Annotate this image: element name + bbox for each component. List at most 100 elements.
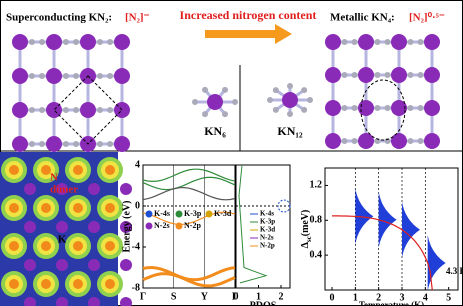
annotation: 4.3 K xyxy=(446,266,463,276)
legend-label: N-2s xyxy=(260,234,274,242)
k-atom xyxy=(424,34,440,50)
map-blob xyxy=(105,279,115,289)
n-atom xyxy=(385,105,391,111)
k-atom xyxy=(424,67,440,83)
k-atom xyxy=(358,133,374,149)
k-atom xyxy=(325,67,341,83)
y-tick-label: 1.2 xyxy=(310,180,323,191)
map-blob xyxy=(73,279,83,289)
n-atom xyxy=(97,73,103,79)
n-atom xyxy=(63,39,69,45)
n-atom xyxy=(222,111,228,117)
k-atom xyxy=(358,34,374,50)
k-atom xyxy=(391,67,407,83)
legend-label: N-2p xyxy=(184,221,201,230)
n-atom xyxy=(352,138,358,144)
k-atom xyxy=(80,34,96,50)
y-tick-label: -4 xyxy=(132,241,140,252)
k-atom xyxy=(358,67,374,83)
figure: Superconducting KN₂: [N₂]⁻ Increased nit… xyxy=(0,0,463,306)
n-atom xyxy=(418,105,424,111)
n-atom xyxy=(385,39,391,45)
k-atom xyxy=(12,34,28,50)
k-atom xyxy=(207,94,223,110)
n-atom xyxy=(273,107,279,113)
legend-dot xyxy=(206,211,213,218)
map-blob xyxy=(9,279,19,289)
n-atom xyxy=(267,97,273,103)
n-atom xyxy=(418,72,424,78)
n-atom xyxy=(385,72,391,78)
n-atom xyxy=(307,97,313,103)
map-blob xyxy=(41,241,51,251)
n-atom xyxy=(352,105,358,111)
legend-dot xyxy=(146,223,153,230)
map-blob xyxy=(105,203,115,213)
n-atom xyxy=(29,141,35,147)
k-atom xyxy=(12,68,28,84)
n-atom xyxy=(73,39,79,45)
k-atom xyxy=(46,68,62,84)
x-tick-label: 0 xyxy=(234,291,239,302)
left-title: Superconducting KN₂: xyxy=(6,12,112,24)
k-atom xyxy=(424,133,440,149)
y-tick-label: 0 xyxy=(135,200,140,211)
y-axis-label: Δsc(meV) xyxy=(300,210,312,249)
legend-label: N-2s xyxy=(154,221,170,230)
k-point-label: S xyxy=(171,291,177,302)
k-atom xyxy=(282,92,298,108)
x-axis-label: Temperature (K) xyxy=(359,300,424,306)
k-atom xyxy=(120,259,132,271)
y-tick-label: 4 xyxy=(135,159,140,170)
n-atom xyxy=(352,39,358,45)
k-atom xyxy=(24,221,36,233)
legend-dot xyxy=(146,211,153,218)
k-atom xyxy=(12,102,28,118)
n-atom xyxy=(375,72,381,78)
n-atom xyxy=(39,107,45,113)
k-atom xyxy=(120,183,132,195)
y-axis-label: Energy (eV) xyxy=(121,201,132,253)
y-tick-label: -8 xyxy=(132,282,140,293)
right-title: Metallic KN₄: xyxy=(330,12,395,24)
arrow-label: Increased nitrogen content xyxy=(180,8,317,22)
n-atom xyxy=(73,107,79,113)
n-atom xyxy=(418,138,424,144)
k-atom xyxy=(114,136,130,152)
map-blob xyxy=(41,203,51,213)
map-blob xyxy=(73,203,83,213)
map-blob xyxy=(105,165,115,175)
structure-label: KN₁₂ xyxy=(277,124,303,138)
k-atom xyxy=(80,102,96,118)
map-blob xyxy=(9,203,19,213)
n-atom xyxy=(73,141,79,147)
n-atom xyxy=(192,99,198,105)
k-atom xyxy=(56,259,68,271)
n-atom xyxy=(29,107,35,113)
k-point-label: Y xyxy=(201,291,209,302)
k-atom xyxy=(358,100,374,116)
k-atom xyxy=(325,100,341,116)
n-atom xyxy=(408,39,414,45)
n-atom xyxy=(418,39,424,45)
x-axis-label: PDOS xyxy=(250,300,277,306)
k-point-label: Γ xyxy=(140,291,146,302)
k-atom xyxy=(325,133,341,149)
x-tick-label: 5 xyxy=(446,292,451,303)
n-atom xyxy=(375,105,381,111)
n-atom xyxy=(301,107,307,113)
k-atom xyxy=(391,34,407,50)
legend-dot xyxy=(176,223,183,230)
n-atom xyxy=(39,141,45,147)
k-atom xyxy=(88,183,100,195)
k-atom xyxy=(56,221,68,233)
k-atom xyxy=(88,259,100,271)
n-atom xyxy=(342,72,348,78)
n-atom xyxy=(408,138,414,144)
n-atom xyxy=(97,39,103,45)
n-atom xyxy=(202,87,208,93)
k-atom xyxy=(325,34,341,50)
k-atom xyxy=(88,221,100,233)
legend-label: K-4s xyxy=(260,210,274,218)
n-atom xyxy=(73,73,79,79)
